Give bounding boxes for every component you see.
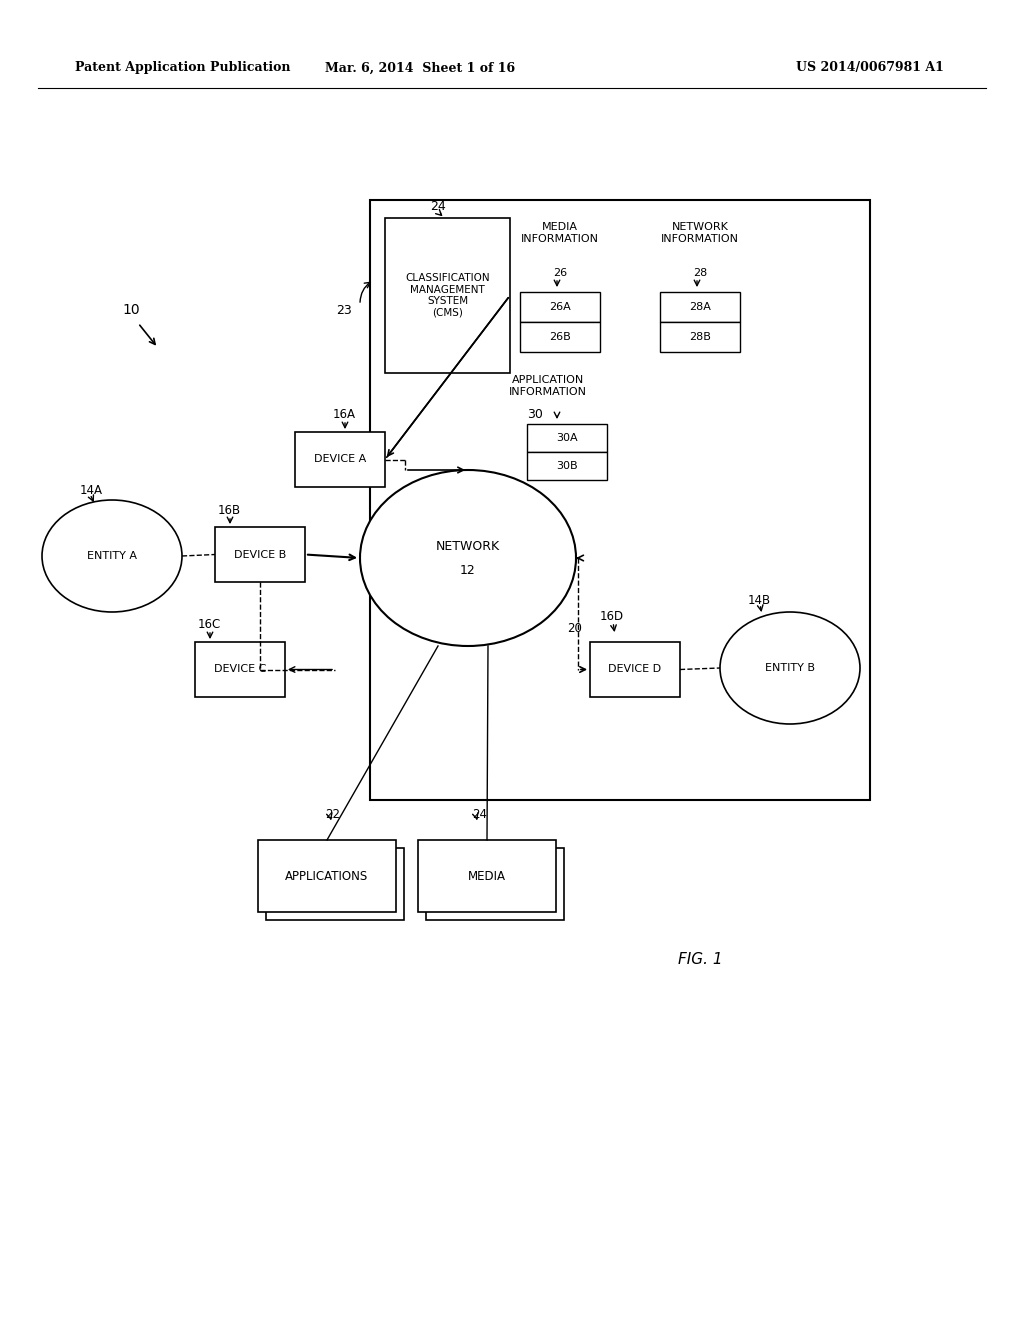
Text: FIG. 1: FIG. 1 [678, 953, 723, 968]
Text: MEDIA: MEDIA [468, 870, 506, 883]
Text: DEVICE B: DEVICE B [233, 549, 286, 560]
Bar [520, 292, 600, 322]
Bar [527, 424, 607, 451]
Text: 16B: 16B [218, 503, 241, 516]
Bar [660, 322, 740, 352]
Text: 16A: 16A [333, 408, 356, 421]
Bar [527, 451, 607, 480]
Ellipse shape [720, 612, 860, 723]
Text: 26B: 26B [549, 333, 570, 342]
Text: CLASSIFICATION
MANAGEMENT
SYSTEM
(CMS): CLASSIFICATION MANAGEMENT SYSTEM (CMS) [406, 273, 489, 318]
Text: NETWORK: NETWORK [436, 540, 500, 553]
Text: 30: 30 [527, 408, 543, 421]
Text: 28A: 28A [689, 302, 711, 312]
Text: Mar. 6, 2014  Sheet 1 of 16: Mar. 6, 2014 Sheet 1 of 16 [325, 62, 515, 74]
Text: 12: 12 [460, 564, 476, 577]
Text: 14A: 14A [80, 483, 103, 496]
Text: 16D: 16D [600, 610, 624, 623]
Bar [418, 840, 556, 912]
Text: 16C: 16C [198, 619, 221, 631]
Text: US 2014/0067981 A1: US 2014/0067981 A1 [796, 62, 944, 74]
Text: 26: 26 [553, 268, 567, 279]
Bar [258, 840, 396, 912]
Bar [295, 432, 385, 487]
Text: DEVICE D: DEVICE D [608, 664, 662, 675]
Ellipse shape [42, 500, 182, 612]
Text: 23: 23 [336, 304, 352, 317]
Text: DEVICE C: DEVICE C [214, 664, 266, 675]
Text: 30A: 30A [556, 433, 578, 444]
Bar [426, 847, 564, 920]
Bar [215, 527, 305, 582]
Text: 24: 24 [472, 808, 487, 821]
Text: ENTITY B: ENTITY B [765, 663, 815, 673]
Text: 26A: 26A [549, 302, 570, 312]
Text: ENTITY A: ENTITY A [87, 550, 137, 561]
Bar [266, 847, 404, 920]
Text: APPLICATIONS: APPLICATIONS [286, 870, 369, 883]
Text: 22: 22 [325, 808, 340, 821]
Text: APPLICATION
INFORMATION: APPLICATION INFORMATION [509, 375, 587, 396]
Text: 28: 28 [693, 268, 708, 279]
Text: 24: 24 [430, 201, 445, 214]
Bar [385, 218, 510, 374]
Text: 28B: 28B [689, 333, 711, 342]
Ellipse shape [360, 470, 575, 645]
Text: Patent Application Publication: Patent Application Publication [75, 62, 291, 74]
Bar [660, 292, 740, 322]
Text: MEDIA
INFORMATION: MEDIA INFORMATION [521, 222, 599, 244]
Text: 14B: 14B [748, 594, 771, 606]
Text: NETWORK
INFORMATION: NETWORK INFORMATION [662, 222, 739, 244]
Bar [370, 201, 870, 800]
Text: 30B: 30B [556, 461, 578, 471]
Text: DEVICE A: DEVICE A [314, 454, 367, 465]
Text: 20: 20 [567, 622, 582, 635]
Bar [590, 642, 680, 697]
Bar [195, 642, 285, 697]
Bar [520, 322, 600, 352]
Text: 10: 10 [122, 304, 139, 317]
